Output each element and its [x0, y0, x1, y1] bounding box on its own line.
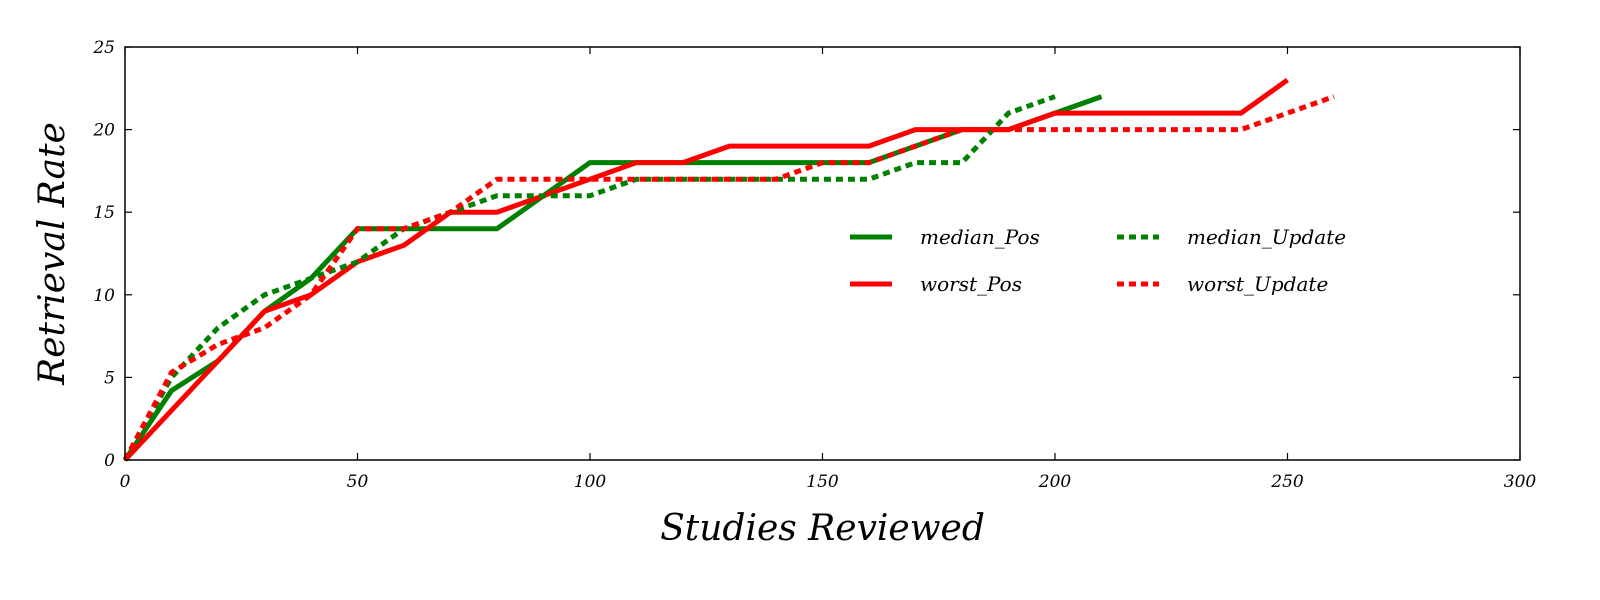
x-tick-label: 200 — [1038, 472, 1072, 492]
x-tick-label: 250 — [1270, 472, 1304, 492]
series-line-worst-update — [122, 94, 1335, 462]
series-layer — [122, 77, 1335, 462]
series-line-worst-pos — [123, 77, 1289, 462]
x-tick-label: 150 — [806, 472, 839, 492]
y-tick-label: 0 — [104, 451, 115, 471]
legend-label-median-update: median_Update — [1187, 225, 1346, 249]
y-tick-label: 20 — [92, 121, 115, 141]
legend-label-worst-update: worst_Update — [1187, 272, 1328, 296]
legend: median_Pos median_Update worst_Pos worst_Up… — [850, 225, 1346, 296]
legend-label-median-pos: median_Pos — [920, 225, 1040, 249]
y-tick-label: 10 — [93, 286, 115, 306]
y-tick-label: 5 — [104, 368, 115, 388]
x-tick-label: 50 — [347, 472, 369, 492]
x-tick-label: 100 — [574, 472, 607, 492]
legend-label-worst-pos: worst_Pos — [920, 272, 1022, 296]
y-axis-title: Retrieval Rate — [32, 122, 73, 386]
y-tick-label: 25 — [92, 38, 115, 58]
x-tick-label: 300 — [1504, 472, 1537, 492]
axes-layer: 0 50 100 150 200 250 300 0 5 10 15 20 25 — [92, 38, 1536, 492]
y-tick-label: 15 — [93, 203, 115, 223]
x-tick-label: 0 — [120, 472, 131, 492]
x-axis-title: Studies Reviewed — [660, 508, 985, 549]
series-line-median-update — [122, 94, 1056, 462]
